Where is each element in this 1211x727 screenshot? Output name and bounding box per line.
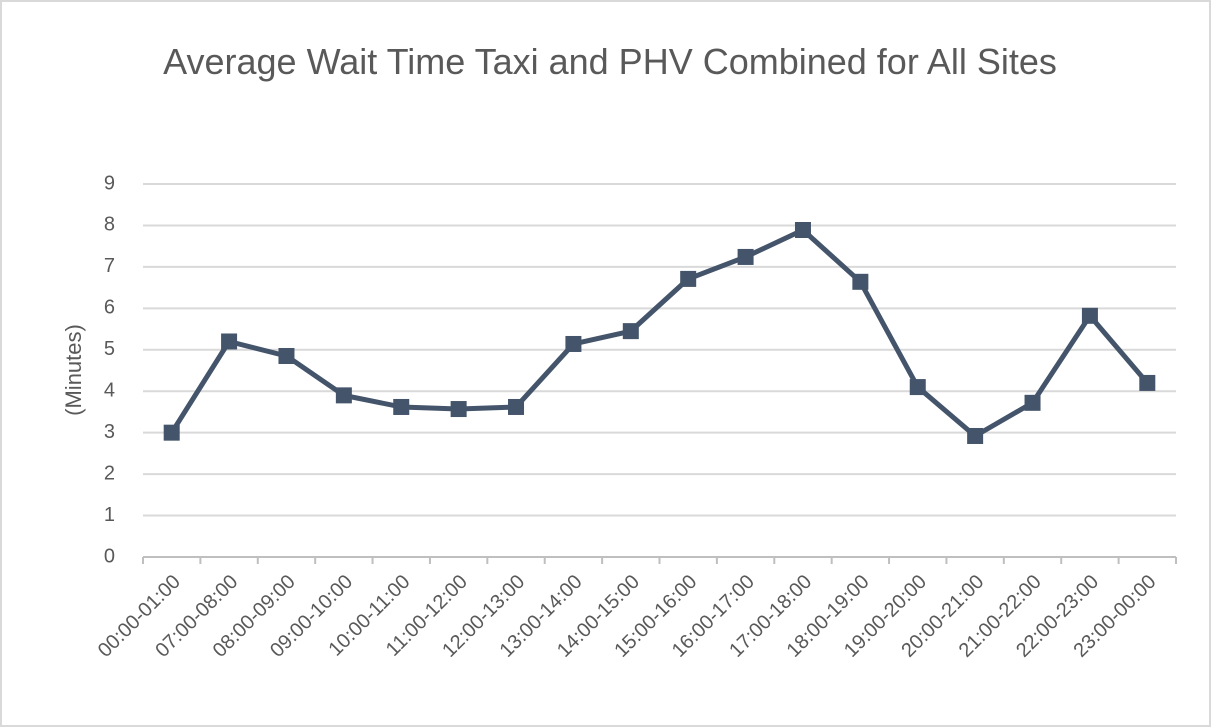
y-tick-label: 6 — [104, 297, 115, 319]
data-point — [1081, 307, 1098, 324]
y-tick-label: 7 — [104, 255, 115, 277]
chart-title: Average Wait Time Taxi and PHV Combined … — [163, 41, 1057, 82]
y-tick-label: 5 — [104, 338, 115, 360]
data-point — [1024, 394, 1041, 411]
y-tick-label: 9 — [104, 172, 115, 194]
data-point — [794, 222, 811, 239]
data-point — [393, 398, 410, 415]
data-point — [508, 398, 525, 415]
data-point — [565, 335, 582, 352]
data-point — [221, 333, 238, 350]
data-point — [622, 323, 639, 340]
line-series — [169, 227, 1150, 439]
y-tick-label: 3 — [104, 421, 115, 443]
data-point — [450, 401, 467, 418]
data-point — [909, 379, 926, 396]
data-point — [1139, 374, 1156, 391]
data-point — [967, 427, 984, 444]
y-axis-label: (Minutes) — [61, 324, 86, 416]
y-tick-label: 4 — [104, 380, 115, 402]
data-point — [680, 270, 697, 287]
y-tick-label: 2 — [104, 462, 115, 484]
data-point — [335, 387, 352, 404]
data-point — [852, 273, 869, 290]
data-point — [278, 347, 295, 364]
y-tick-label: 8 — [104, 214, 115, 236]
data-point — [163, 424, 180, 441]
data-point — [737, 248, 754, 265]
y-tick-label: 0 — [104, 545, 115, 567]
y-tick-label: 1 — [104, 504, 115, 526]
